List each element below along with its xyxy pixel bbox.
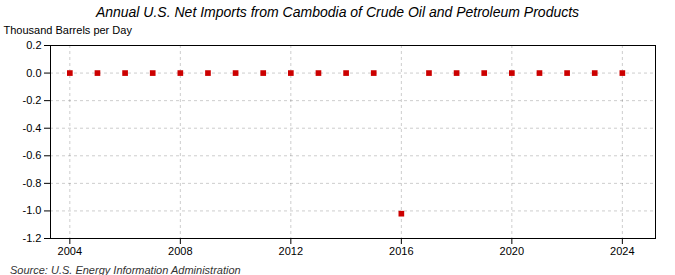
svg-text:2008: 2008 xyxy=(168,245,192,257)
svg-text:0.2: 0.2 xyxy=(26,39,41,51)
svg-text:-0.6: -0.6 xyxy=(23,149,42,161)
html-text:Source: U.S. Energy Informatio: Source: U.S. Energy Information Administ… xyxy=(10,264,241,275)
svg-text:-0.4: -0.4 xyxy=(23,122,42,134)
svg-text:-1.2: -1.2 xyxy=(23,232,42,244)
svg-text:2004: 2004 xyxy=(58,245,82,257)
svg-text:2016: 2016 xyxy=(389,245,413,257)
svg-text:Thousand Barrels per Day: Thousand Barrels per Day xyxy=(4,24,133,36)
svg-text:-0.8: -0.8 xyxy=(23,177,42,189)
svg-text:-1.0: -1.0 xyxy=(23,204,42,216)
svg-text:-0.2: -0.2 xyxy=(23,94,42,106)
html-text:Annual U.S. Net Imports from C: Annual U.S. Net Imports from Cambodia of… xyxy=(95,4,580,20)
svg-text:0.0: 0.0 xyxy=(26,67,41,79)
svg-text:2020: 2020 xyxy=(500,245,524,257)
svg-text:2024: 2024 xyxy=(610,245,634,257)
svg-text:2012: 2012 xyxy=(279,245,303,257)
